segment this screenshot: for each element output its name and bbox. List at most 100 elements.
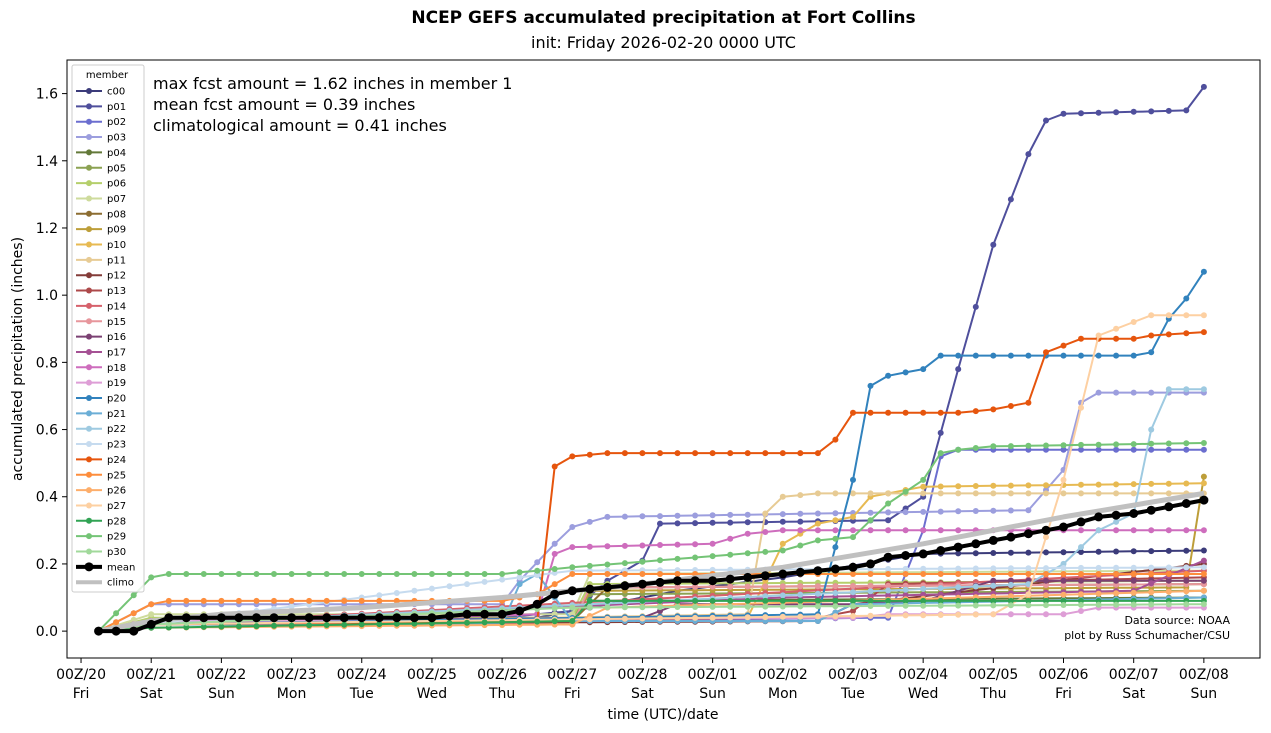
data-point	[1113, 527, 1120, 534]
data-point	[200, 623, 207, 630]
data-point	[586, 604, 593, 611]
data-point	[551, 566, 558, 572]
data-point	[674, 584, 681, 590]
data-point	[885, 597, 892, 604]
data-point	[183, 597, 190, 604]
data-point	[867, 592, 874, 599]
data-point	[867, 382, 874, 389]
data-point	[551, 581, 558, 588]
data-point	[727, 511, 734, 518]
data-point	[885, 566, 892, 572]
legend-marker	[86, 318, 92, 325]
data-point	[814, 597, 821, 604]
data-point	[569, 604, 576, 611]
data-point	[832, 590, 839, 596]
x-tick-label: 00Z/08	[1179, 667, 1229, 683]
data-point	[990, 593, 997, 600]
data-point	[1043, 482, 1049, 489]
data-point	[306, 622, 313, 629]
data-point	[639, 615, 646, 622]
legend-item: p23	[76, 440, 126, 451]
data-point	[709, 583, 716, 590]
data-point	[657, 450, 663, 457]
legend-marker	[86, 287, 92, 294]
data-point	[1025, 571, 1032, 577]
data-point	[358, 597, 365, 604]
data-point	[357, 613, 367, 623]
data-point	[674, 555, 681, 562]
y-tick-label: 0.4	[36, 490, 58, 506]
data-point	[1043, 565, 1049, 572]
data-point	[551, 605, 558, 612]
data-point	[306, 597, 313, 604]
legend-marker	[86, 517, 92, 524]
data-point	[832, 603, 839, 610]
data-point	[850, 534, 856, 541]
data-point	[1060, 571, 1067, 577]
data-point	[1148, 108, 1155, 115]
data-point	[708, 576, 718, 586]
data-point	[972, 445, 979, 451]
data-point	[1025, 151, 1032, 158]
data-point	[148, 601, 155, 608]
data-point	[1183, 601, 1190, 608]
data-point	[813, 566, 823, 576]
data-point	[1095, 577, 1102, 584]
data-point	[252, 613, 261, 623]
data-point	[674, 615, 681, 622]
data-point	[1113, 601, 1120, 608]
y-tick-label: 0.0	[36, 624, 58, 640]
data-point	[516, 618, 523, 625]
x-axis: 00Z/20 Fri 00Z/21 Sat 00Z/22 Sun 00Z/23 Mon 00Z/…	[56, 658, 1229, 702]
data-point	[1148, 601, 1155, 608]
data-point	[848, 562, 858, 572]
legend-marker	[86, 410, 92, 417]
data-point	[1007, 597, 1014, 604]
data-point	[674, 604, 681, 610]
data-point	[937, 612, 944, 618]
data-point	[1007, 352, 1014, 359]
series-line	[98, 498, 1205, 634]
legend-marker	[86, 118, 92, 125]
data-point	[446, 620, 453, 626]
data-point	[762, 450, 769, 457]
legend-item: p01	[76, 102, 126, 113]
data-point	[569, 453, 576, 460]
x-tick-label: 00Z/24	[337, 667, 387, 683]
data-point	[972, 550, 979, 557]
legend-item: p21	[76, 409, 126, 420]
data-point	[885, 571, 892, 577]
data-point	[1078, 110, 1084, 117]
data-point	[885, 490, 892, 497]
data-point	[920, 476, 927, 483]
data-point	[1130, 577, 1137, 584]
data-point	[113, 610, 120, 617]
data-point	[779, 583, 786, 590]
legend-marker	[86, 210, 92, 217]
data-point	[902, 369, 909, 376]
legend-title: member	[86, 70, 129, 81]
data-point	[621, 560, 628, 567]
legend-item: p19	[76, 378, 126, 389]
legend-item: p02	[76, 117, 126, 128]
data-point	[990, 490, 997, 497]
data-point	[657, 513, 663, 520]
legend-item: p26	[76, 486, 126, 497]
data-point	[657, 557, 663, 564]
stats-climo-amount: climatological amount = 0.41 inches	[153, 116, 447, 135]
data-point	[1165, 547, 1172, 554]
data-point	[1043, 534, 1049, 541]
data-point	[657, 597, 663, 604]
data-point	[464, 571, 470, 577]
data-point	[850, 608, 856, 614]
data-point	[692, 520, 699, 527]
data-point	[830, 564, 840, 574]
data-point	[1130, 108, 1137, 115]
data-point	[797, 542, 804, 549]
data-point	[165, 597, 172, 604]
legend-item: p24	[76, 455, 126, 466]
data-point	[885, 582, 892, 589]
x-tick-label: 00Z/05	[968, 667, 1018, 683]
legend-marker	[86, 195, 92, 202]
data-point	[234, 613, 244, 623]
